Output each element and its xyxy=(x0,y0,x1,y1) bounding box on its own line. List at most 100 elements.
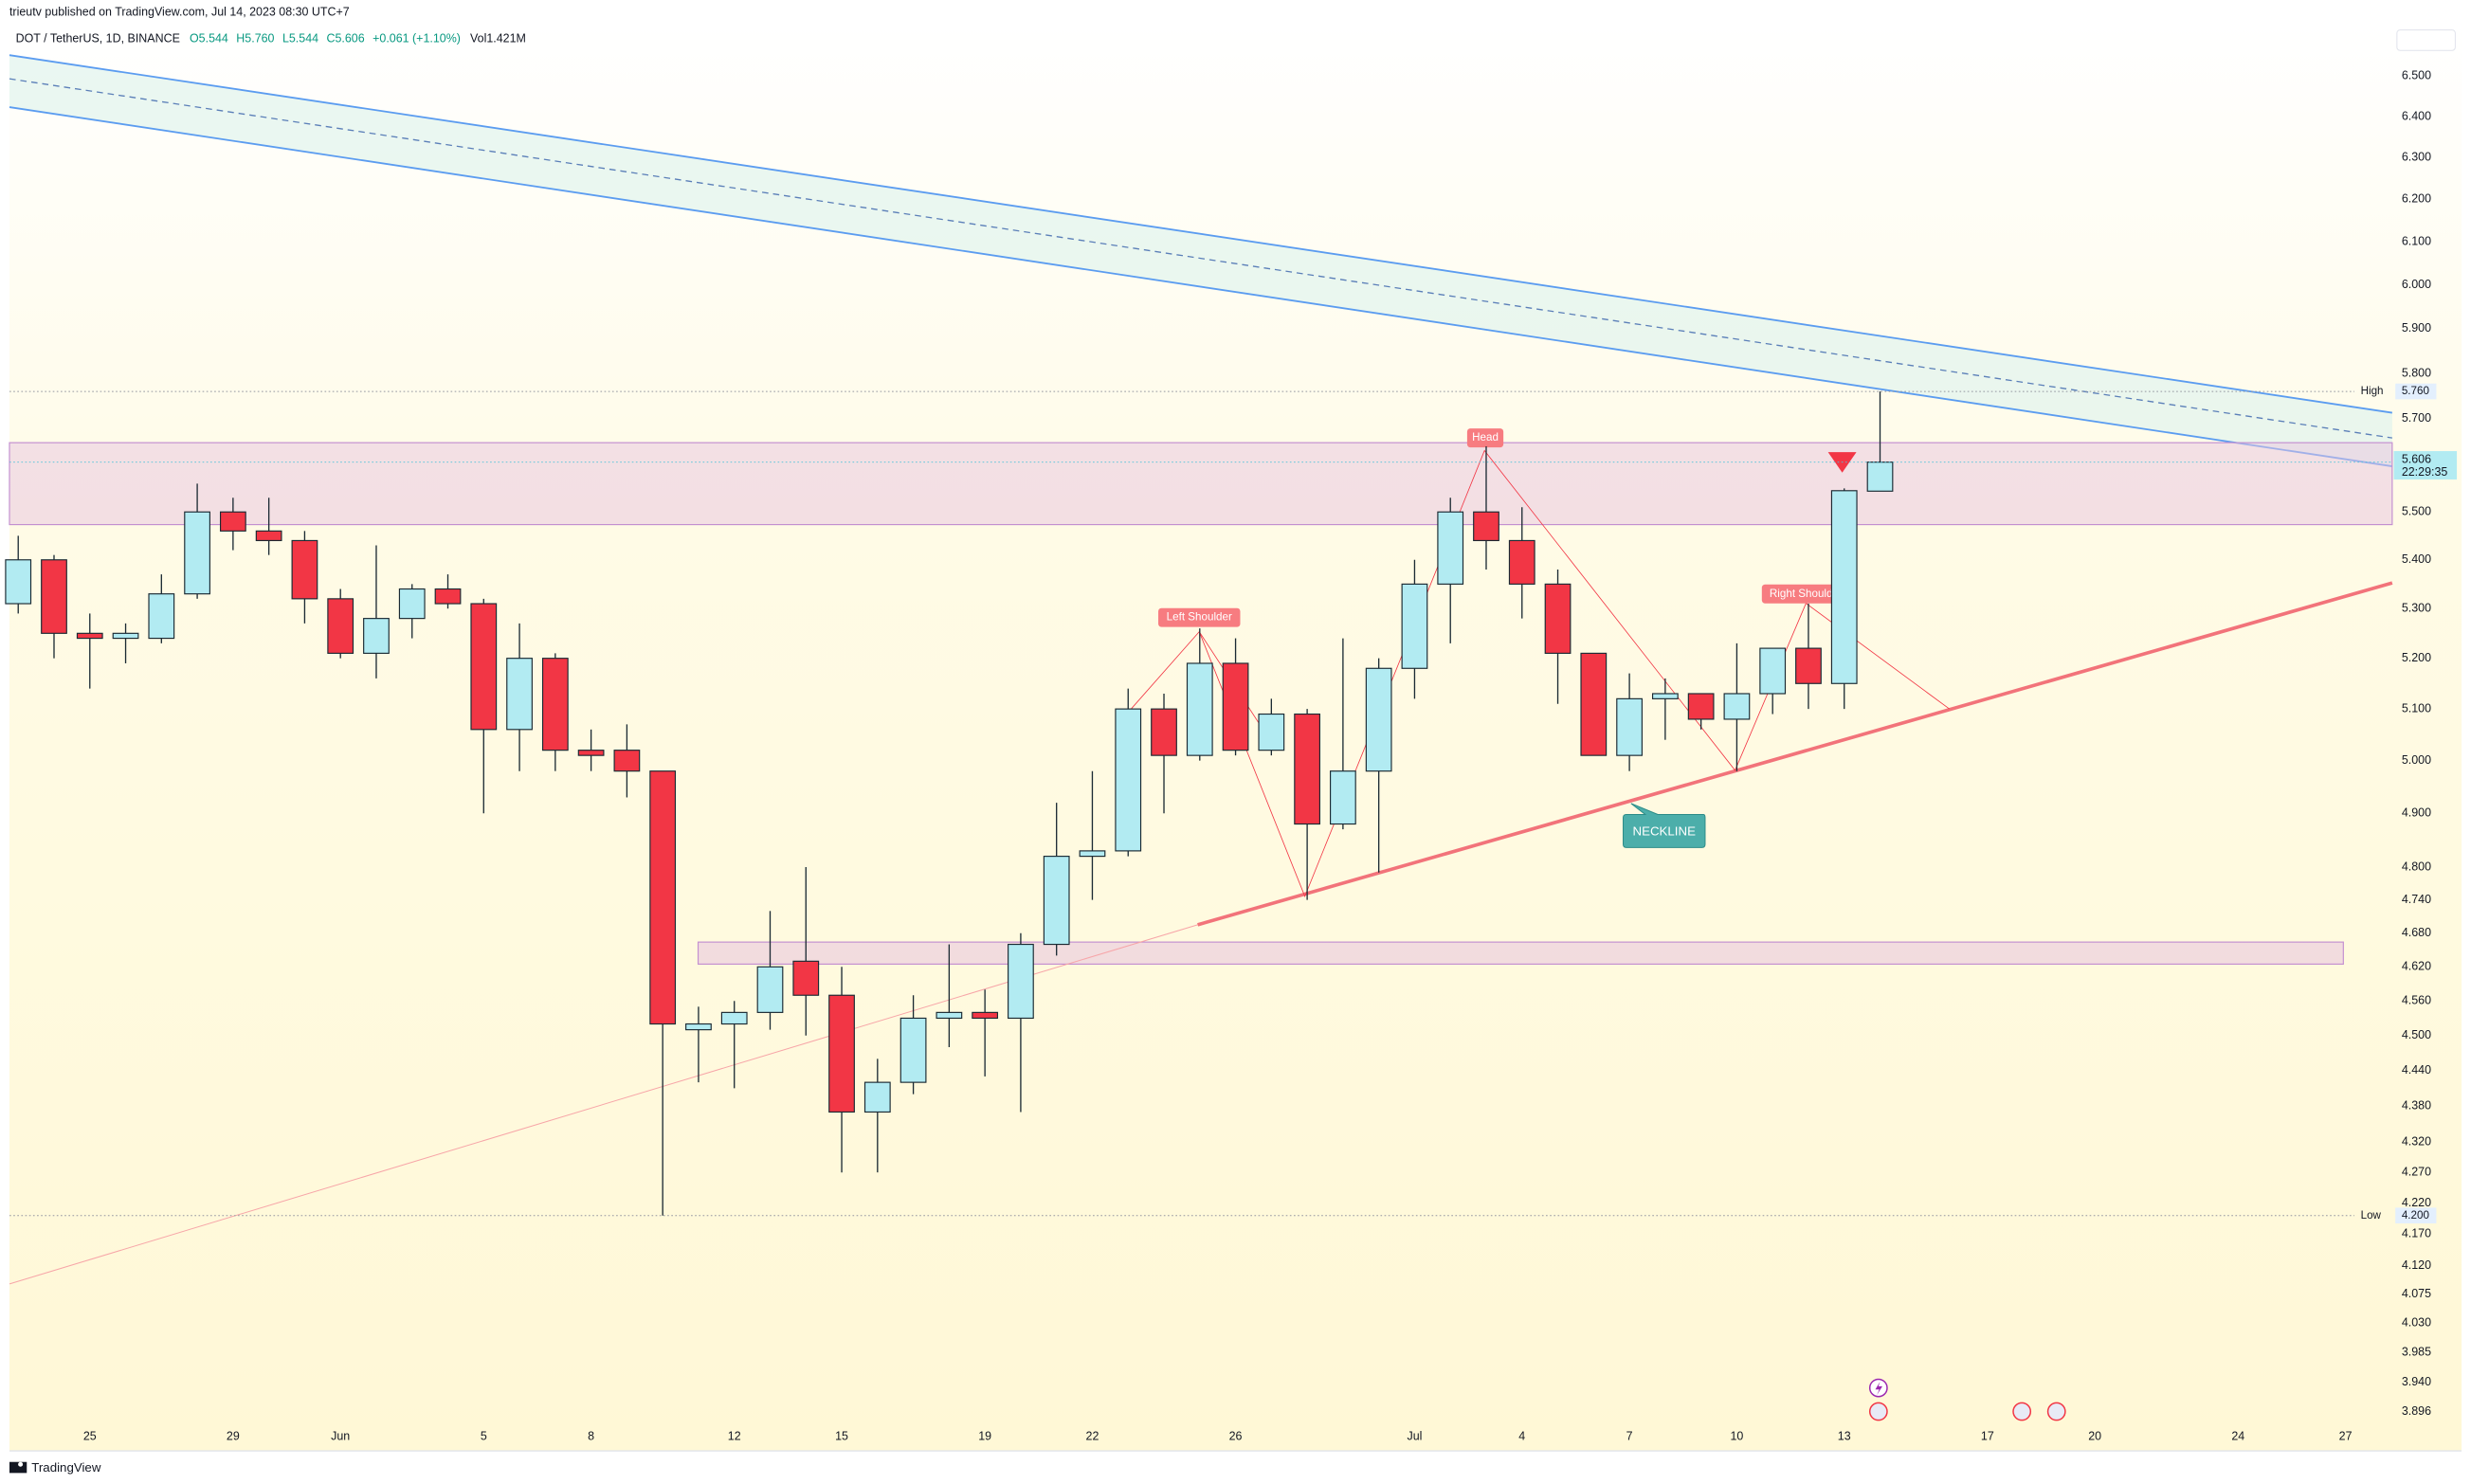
x-tick-label: 17 xyxy=(1981,1429,1994,1442)
annotation-box xyxy=(1466,428,1504,448)
y-tick-label: 4.680 xyxy=(2402,926,2431,939)
published-text: trieutv published on TradingView.com, Ju… xyxy=(9,6,350,19)
candle-body xyxy=(41,559,67,634)
y-tick-label: 5.500 xyxy=(2402,505,2431,518)
annotation-neckline: NECKLINE xyxy=(1632,823,1696,838)
event-icon[interactable] xyxy=(1868,1402,1888,1421)
symbol: DOT / TetherUS, 1D, BINANCE xyxy=(16,32,180,45)
candle-body xyxy=(506,658,533,731)
channel-lower xyxy=(9,106,2393,467)
y-tick-label: 6.300 xyxy=(2402,151,2431,164)
x-tick-label: 27 xyxy=(2339,1429,2353,1442)
candle-body xyxy=(1544,583,1572,654)
candle-body xyxy=(649,770,677,1025)
logo-dot xyxy=(18,1461,24,1467)
candle-body xyxy=(936,1011,963,1020)
annotation-left-shoulder: Left Shoulder xyxy=(1167,611,1232,624)
x-tick-label: 22 xyxy=(1086,1429,1099,1442)
candle-body xyxy=(828,994,855,1113)
x-tick-label: Jun xyxy=(331,1429,350,1442)
neckline-callout xyxy=(1623,803,1706,848)
candle-body xyxy=(577,750,605,756)
y-tick-label: 4.620 xyxy=(2402,960,2431,973)
price-marker-value: 4.200 xyxy=(2402,1209,2430,1222)
legend-low: L5.544 xyxy=(282,32,318,45)
legend: DOT / TetherUS, 1D, BINANCE O5.544 H5.76… xyxy=(16,32,526,45)
candle-body xyxy=(685,1023,712,1031)
y-tick-label: 4.440 xyxy=(2402,1063,2431,1077)
y-tick-label: 4.270 xyxy=(2402,1165,2431,1178)
candles xyxy=(5,391,1894,1216)
y-tick-label: 4.560 xyxy=(2402,994,2431,1007)
y-tick-label: 6.100 xyxy=(2402,234,2431,247)
candle-body xyxy=(1687,693,1715,720)
annotation-box xyxy=(1761,584,1850,604)
y-tick-label: 5.100 xyxy=(2402,701,2431,715)
event-icons xyxy=(1868,1378,2066,1421)
resistance-zone xyxy=(9,442,2393,526)
candle-body xyxy=(1008,943,1034,1020)
axes: 6.500 6.400 6.300 6.200 6.100 6.000 5.900 5.800… xyxy=(9,69,2458,1442)
annotation-right-shoulder: Right Shoulder xyxy=(1770,588,1843,600)
candle-body xyxy=(972,1011,999,1020)
y-tick-label: 4.120 xyxy=(2402,1258,2431,1272)
legend-change: +0.061 (+1.10%) xyxy=(372,32,461,45)
candle-body xyxy=(470,603,498,731)
candle-body xyxy=(1294,713,1320,825)
x-tick-label: 25 xyxy=(83,1429,97,1442)
y-tick-label: 5.900 xyxy=(2402,321,2431,335)
legend-high: H5.760 xyxy=(236,32,274,45)
candle-body xyxy=(1401,583,1428,669)
candle-body xyxy=(899,1017,927,1083)
candle-body xyxy=(1580,652,1608,756)
price-marker-box xyxy=(2395,383,2437,400)
footer-logo xyxy=(9,1461,27,1474)
y-tick-label: 4.170 xyxy=(2402,1227,2431,1240)
candle-body xyxy=(613,750,641,772)
candle-body xyxy=(1365,667,1392,772)
y-tick-label: 6.200 xyxy=(2402,192,2431,206)
candle-body xyxy=(1866,461,1894,492)
candle-body xyxy=(1258,713,1285,751)
candle-body xyxy=(541,658,569,751)
x-tick-label: 7 xyxy=(1626,1429,1633,1442)
candle-body xyxy=(255,530,282,542)
annotation-box xyxy=(1158,607,1241,627)
price-marker-box xyxy=(2395,1207,2437,1224)
x-tick-label: 20 xyxy=(2088,1429,2101,1442)
scale-button[interactable] xyxy=(2396,29,2456,51)
y-tick-label: 5.700 xyxy=(2402,411,2431,425)
legend-close: C5.606 xyxy=(327,32,365,45)
candle-body xyxy=(1723,693,1751,720)
x-tick-label: 26 xyxy=(1229,1429,1243,1442)
x-tick-label: Jul xyxy=(1407,1429,1422,1442)
y-tick-label: 3.940 xyxy=(2402,1375,2431,1388)
x-tick-label: 19 xyxy=(978,1429,991,1442)
y-tick-label: 4.500 xyxy=(2402,1028,2431,1041)
candle-body xyxy=(398,588,426,620)
y-tick-label: 6.500 xyxy=(2402,69,2431,82)
x-tick-label: 8 xyxy=(588,1429,594,1442)
x-tick-label: 24 xyxy=(2231,1429,2244,1442)
candle-body xyxy=(1795,647,1822,684)
y-tick-label: 4.320 xyxy=(2402,1134,2431,1148)
legend-volume: Vol1.421M xyxy=(470,32,526,45)
logo-mark xyxy=(9,1461,27,1474)
candle-body xyxy=(184,511,210,595)
candle-body xyxy=(112,632,139,640)
y-tick-label: 4.220 xyxy=(2402,1196,2431,1209)
event-icon[interactable] xyxy=(2012,1402,2032,1421)
candle-body xyxy=(434,588,462,605)
candle-body xyxy=(148,593,175,640)
candle-body xyxy=(720,1011,748,1025)
candle-body xyxy=(1330,770,1356,825)
x-tick-label: 13 xyxy=(1838,1429,1851,1442)
last-price-box xyxy=(2393,451,2458,480)
candle-body xyxy=(1508,539,1535,585)
candle-body xyxy=(1616,697,1643,756)
event-icon[interactable] xyxy=(2046,1402,2066,1421)
candle-body xyxy=(1151,708,1177,756)
y-tick-label: 3.896 xyxy=(2402,1404,2431,1418)
y-tick-label: 5.000 xyxy=(2402,753,2431,767)
candle-body xyxy=(1473,511,1499,542)
